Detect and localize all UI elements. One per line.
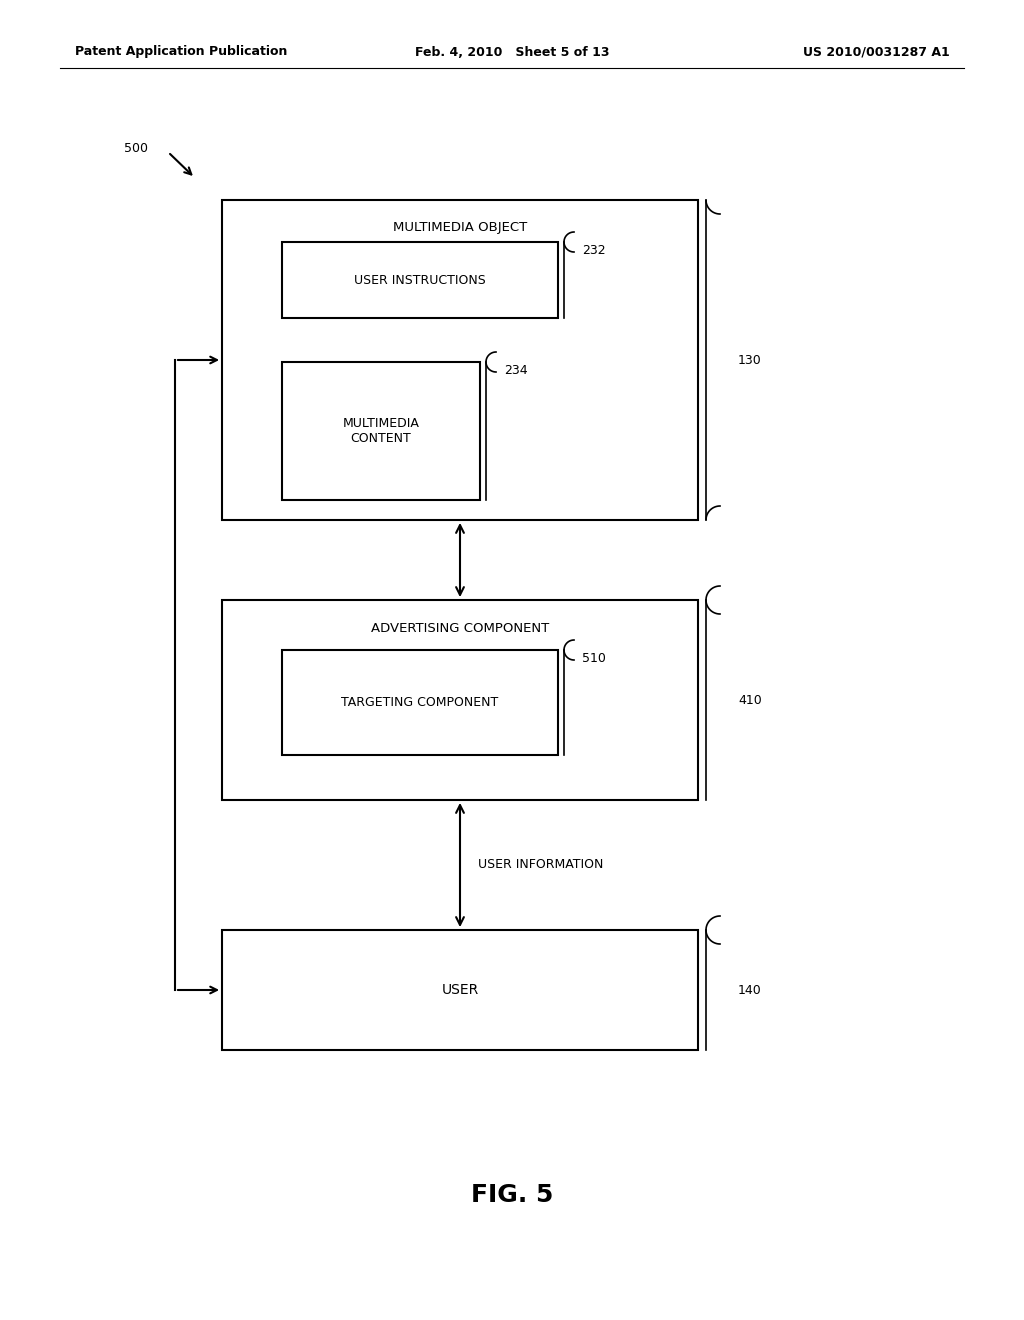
Text: USER: USER xyxy=(441,983,478,997)
Text: 234: 234 xyxy=(504,363,527,376)
Text: 410: 410 xyxy=(738,693,762,706)
Text: 130: 130 xyxy=(738,354,762,367)
Bar xyxy=(282,649,558,755)
Text: 140: 140 xyxy=(738,983,762,997)
Text: TARGETING COMPONENT: TARGETING COMPONENT xyxy=(341,696,499,709)
Bar xyxy=(282,242,558,318)
Text: USER INSTRUCTIONS: USER INSTRUCTIONS xyxy=(354,273,485,286)
Text: 232: 232 xyxy=(582,243,605,256)
Text: Feb. 4, 2010   Sheet 5 of 13: Feb. 4, 2010 Sheet 5 of 13 xyxy=(415,45,609,58)
Bar xyxy=(222,931,698,1049)
Text: ADVERTISING COMPONENT: ADVERTISING COMPONENT xyxy=(371,622,549,635)
Text: FIG. 5: FIG. 5 xyxy=(471,1183,553,1206)
Text: MULTIMEDIA
CONTENT: MULTIMEDIA CONTENT xyxy=(343,417,420,445)
Text: USER INFORMATION: USER INFORMATION xyxy=(478,858,603,871)
Text: MULTIMEDIA OBJECT: MULTIMEDIA OBJECT xyxy=(393,222,527,235)
Bar xyxy=(282,362,480,500)
Bar xyxy=(222,601,698,800)
Text: 500: 500 xyxy=(124,141,148,154)
Text: Patent Application Publication: Patent Application Publication xyxy=(75,45,288,58)
Text: US 2010/0031287 A1: US 2010/0031287 A1 xyxy=(803,45,950,58)
Text: 510: 510 xyxy=(582,652,606,664)
Bar xyxy=(222,201,698,520)
